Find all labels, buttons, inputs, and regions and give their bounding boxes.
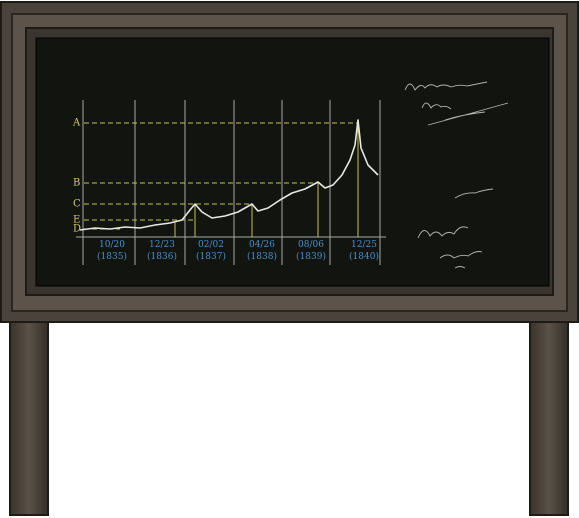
chalk-line bbox=[79, 119, 379, 231]
year-label: (1838) bbox=[247, 251, 277, 262]
date-label: 08/06 bbox=[298, 240, 324, 250]
date-label: 04/26 bbox=[249, 240, 275, 250]
date-label: 12/23 bbox=[149, 240, 175, 250]
level-label: C bbox=[73, 199, 81, 210]
left-leg bbox=[9, 314, 49, 516]
level-label: E bbox=[73, 215, 80, 226]
date-label: 02/02 bbox=[198, 240, 224, 250]
year-label: (1835) bbox=[97, 251, 127, 262]
year-label: (1837) bbox=[196, 251, 226, 262]
board bbox=[35, 37, 550, 287]
chart-grid bbox=[76, 100, 386, 265]
right-leg bbox=[529, 314, 569, 516]
level-label: B bbox=[73, 178, 80, 189]
drop-lines bbox=[174, 123, 359, 237]
year-label: (1839) bbox=[296, 251, 326, 262]
level-label: A bbox=[72, 118, 81, 129]
date-label: 12/25 bbox=[351, 240, 377, 250]
year-label: (1840) bbox=[349, 251, 379, 262]
year-label: (1836) bbox=[147, 251, 177, 262]
level-label: D bbox=[73, 224, 81, 235]
date-label: 10/20 bbox=[99, 240, 125, 250]
chalk-scribbles bbox=[404, 81, 509, 269]
